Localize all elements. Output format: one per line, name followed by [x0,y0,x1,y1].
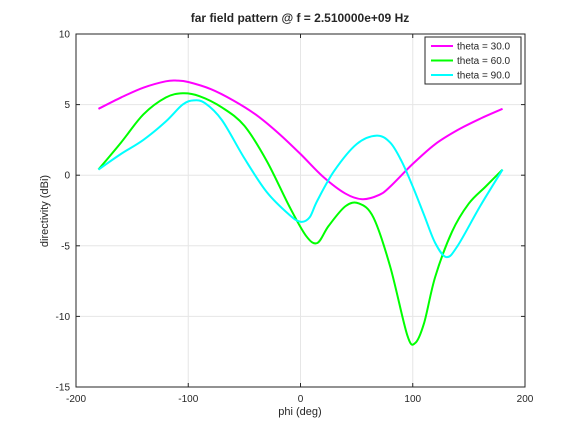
legend-entry-label: theta = 30.0 [457,42,511,53]
x-axis-ticks: -200 -100 0 100 200 [66,34,534,405]
chart-title: far field pattern @ f = 2.510000e+09 Hz [191,11,409,25]
legend-entry-label: theta = 60.0 [457,56,511,67]
y-tick-label: 0 [64,171,70,182]
x-axis-label: phi (deg) [278,406,321,418]
x-tick-label: 0 [298,394,304,405]
y-tick-label: -10 [56,312,71,323]
x-tick-label: 200 [517,394,534,405]
x-tick-label: -100 [178,394,198,405]
legend-entry-label: theta = 90.0 [457,71,511,82]
series-lines [97,79,504,346]
series-line-1 [97,92,504,346]
y-axis-ticks: -15 -10 -5 0 5 10 [56,30,525,394]
y-tick-label: 10 [59,30,71,41]
legend-box [424,36,522,85]
y-axis-label: directivity (dBi) [39,175,51,247]
y-tick-label: 5 [64,100,70,111]
x-tick-label: -200 [66,394,86,405]
legend: theta = 30.0 theta = 60.0 theta = 90.0 [424,36,522,85]
series-line-2 [97,99,504,259]
y-tick-label: -15 [56,383,71,394]
x-tick-label: 100 [404,394,421,405]
y-tick-label: -5 [61,241,70,252]
series-line-0 [97,79,503,201]
